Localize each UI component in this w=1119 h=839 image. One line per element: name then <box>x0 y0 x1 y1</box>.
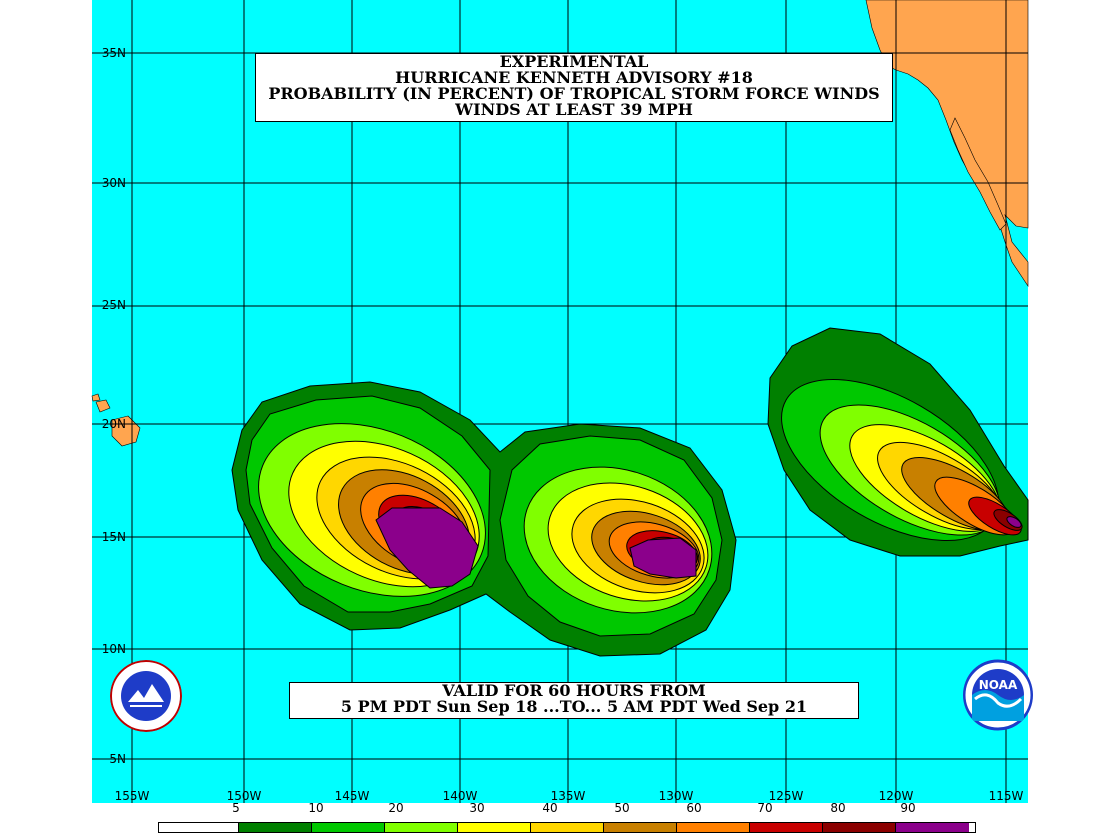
lat-label-35n: 35N <box>101 46 126 60</box>
scale-label-80: 80 <box>830 801 846 815</box>
scale-swatch <box>896 823 969 832</box>
lon-label-120w: 120W <box>878 789 914 803</box>
lon-label-135w: 135W <box>550 789 586 803</box>
scale-label-60: 60 <box>686 801 702 815</box>
lat-label-20n: 20N <box>101 417 126 431</box>
scale-swatch <box>750 823 823 832</box>
lat-label-15n: 15N <box>101 530 126 544</box>
scale-label-50: 50 <box>614 801 630 815</box>
title-line-4: WINDS AT LEAST 39 MPH <box>455 100 693 119</box>
lat-label-30n: 30N <box>101 176 126 190</box>
contour-west-90 <box>375 507 479 589</box>
lon-label-145w: 145W <box>334 789 370 803</box>
scale-swatch <box>385 823 458 832</box>
valid-line-1: VALID FOR 60 HOURS FROM <box>442 681 706 700</box>
scale-label-90: 90 <box>900 801 916 815</box>
title-line-3: PROBABILITY (IN PERCENT) OF TROPICAL STO… <box>268 84 880 103</box>
hawaii-oahu <box>91 393 101 402</box>
hawaii-maui <box>95 399 111 413</box>
title-box: EXPERIMENTAL HURRICANE KENNETH ADVISORY … <box>255 53 893 122</box>
scale-swatch <box>531 823 604 832</box>
svg-text:NOAA: NOAA <box>979 678 1018 692</box>
contour-east-90 <box>1006 516 1022 528</box>
scale-label-10: 10 <box>308 801 324 815</box>
probability-color-scale <box>158 822 976 833</box>
scale-label-20: 20 <box>388 801 404 815</box>
lat-label-10n: 10N <box>101 642 126 656</box>
lon-label-150w: 150W <box>226 789 262 803</box>
scale-swatch <box>312 823 385 832</box>
lon-label-125w: 125W <box>768 789 804 803</box>
lon-label-115w: 115W <box>988 789 1024 803</box>
baja-land <box>949 117 1007 231</box>
lon-label-130w: 130W <box>658 789 694 803</box>
noaa-logo-icon: NOAA <box>963 659 1033 731</box>
scale-swatch <box>604 823 677 832</box>
title-line-2: HURRICANE KENNETH ADVISORY #18 <box>395 68 753 87</box>
scale-swatch <box>677 823 750 832</box>
scale-label-70: 70 <box>757 801 773 815</box>
probability-contours <box>231 327 1029 657</box>
valid-period-box: VALID FOR 60 HOURS FROM 5 PM PDT Sun Sep… <box>289 682 859 719</box>
lat-label-25n: 25N <box>101 298 126 312</box>
scale-swatch <box>159 823 239 832</box>
title-line-1: EXPERIMENTAL <box>499 52 649 71</box>
contour-mid-90 <box>629 537 697 579</box>
scale-swatch <box>458 823 531 832</box>
lon-label-155w: 155W <box>114 789 150 803</box>
nws-logo-icon <box>110 660 182 732</box>
scale-label-5: 5 <box>232 801 240 815</box>
scale-swatch <box>823 823 896 832</box>
scale-label-30: 30 <box>469 801 485 815</box>
valid-line-2: 5 PM PDT Sun Sep 18 ...TO... 5 AM PDT We… <box>340 697 808 716</box>
lon-label-140w: 140W <box>442 789 478 803</box>
scale-swatch <box>239 823 312 832</box>
scale-label-40: 40 <box>542 801 558 815</box>
lat-label-5n: 5N <box>109 752 126 766</box>
